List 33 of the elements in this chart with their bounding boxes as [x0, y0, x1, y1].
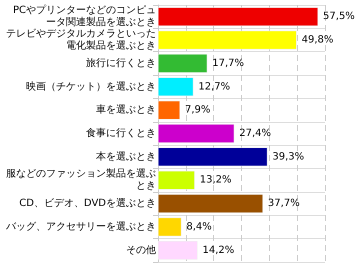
y-tick-label: バッグ、アクセサリーを選ぶとき	[5, 220, 156, 232]
y-tick-label: 服などのファッション製品を選ぶとき	[6, 168, 156, 192]
bar	[158, 124, 234, 143]
bar	[158, 77, 194, 96]
data-label: 39,3%	[272, 151, 304, 162]
data-label: 17,7%	[212, 58, 244, 69]
bar	[158, 170, 195, 190]
bar	[158, 7, 318, 26]
data-label: 37,7%	[268, 198, 300, 210]
y-tick-label: テレビやデジタルカメラといった電化製品を選ぶとき	[6, 28, 156, 52]
y-tick-label: 車を選ぶとき	[96, 104, 156, 116]
data-label: 14,2%	[202, 244, 234, 256]
bar	[158, 30, 297, 50]
data-label: 13,2%	[200, 174, 232, 186]
bar	[158, 100, 180, 120]
data-label: 12,7%	[198, 81, 230, 92]
bar	[158, 54, 208, 73]
y-tick-label: 食事に行くとき	[86, 127, 156, 139]
bar	[158, 218, 182, 236]
data-label: 7,9%	[184, 104, 210, 116]
y-tick-label: 映画（チケット）を選ぶとき	[26, 80, 156, 92]
y-tick-label: CD、ビデオ、DVDを選ぶとき	[19, 197, 156, 210]
data-label: 49,8%	[302, 34, 334, 46]
data-label: 8,4%	[186, 221, 212, 232]
data-label: 27,4%	[239, 128, 272, 139]
bar	[158, 194, 263, 213]
y-tick-label: その他	[126, 244, 156, 256]
y-tick-label: 本を選ぶとき	[96, 150, 156, 162]
y-tick-label: PCやプリンターなどのコンピュータ関連製品を選ぶとき	[12, 4, 156, 28]
bar	[158, 240, 198, 260]
bar	[158, 148, 268, 166]
data-label: 57,5%	[323, 11, 355, 22]
y-tick-label: 旅行に行くとき	[86, 56, 156, 69]
